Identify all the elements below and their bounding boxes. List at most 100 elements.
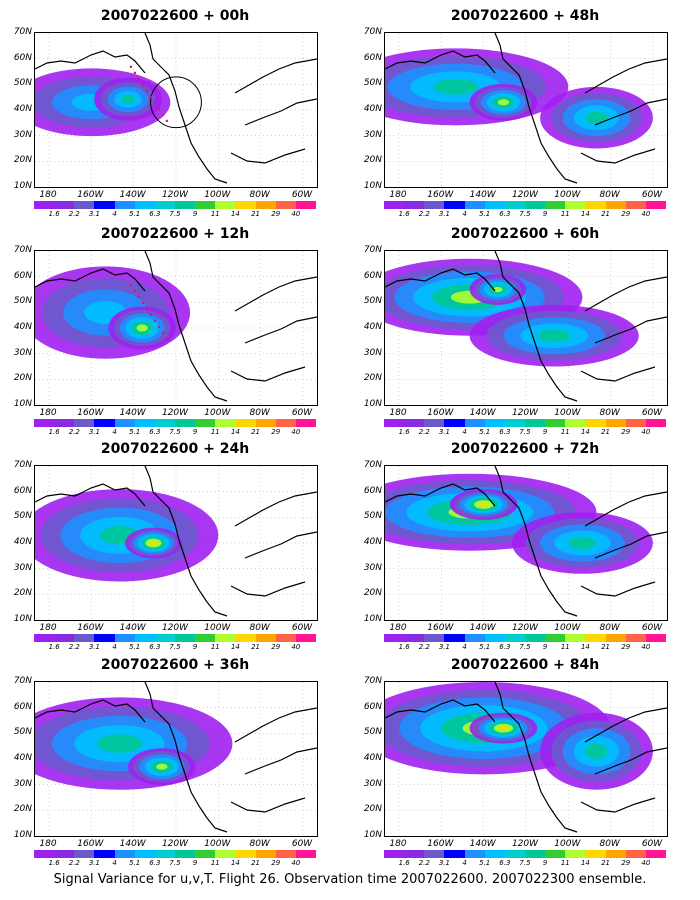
- colorbar-label: 5.1: [129, 428, 141, 436]
- colorbar-label: 21: [251, 210, 261, 218]
- lat-tick-label: 50N: [363, 727, 382, 738]
- colorbar-swatch: [545, 201, 566, 209]
- lat-tick-label: 70N: [13, 676, 32, 686]
- colorbar-swatch: [34, 850, 55, 858]
- lon-tick-label: 120W: [511, 190, 539, 200]
- colorbar-label: 6.3: [149, 859, 161, 867]
- lon-tick-label: 80W: [249, 623, 270, 633]
- lon-tick-label: 180: [39, 839, 57, 849]
- colorbar-swatch: [134, 419, 155, 427]
- colorbar-labels: 1.6 2.2 3.1 4 5.1 6.3 7.5 9 11 14 21 29 40: [34, 859, 316, 869]
- colorbar-label: 1.6: [48, 643, 60, 651]
- colorbar-label: 7.5: [519, 643, 531, 651]
- colorbar-swatch: [215, 201, 236, 209]
- colorbar-label: 40: [641, 643, 651, 651]
- colorbar-swatch: [94, 634, 115, 642]
- lon-tick-label: 160W: [77, 839, 104, 849]
- lat-tick-label: 20N: [363, 373, 382, 384]
- colorbar-label: 2.2: [68, 859, 80, 867]
- colorbar-swatch: [524, 419, 546, 427]
- colorbar-label: 9: [192, 210, 198, 218]
- colorbar-swatch: [565, 850, 586, 858]
- colorbar-swatch: [464, 850, 485, 858]
- lat-tick-label: 70N: [363, 245, 382, 255]
- lon-tick-label: 180: [389, 839, 407, 849]
- colorbar-swatch: [255, 850, 276, 858]
- colorbar-label: 6.3: [149, 643, 161, 651]
- panel-title: 2007022600 + 36h: [100, 657, 250, 673]
- colorbar-swatch: [384, 850, 405, 858]
- lat-tick-label: 30N: [363, 778, 382, 789]
- lat-tick-label: 10N: [13, 830, 32, 840]
- lon-tick-label: 140W: [469, 839, 496, 849]
- colorbar-swatch: [195, 419, 216, 427]
- lat-tick-label: 10N: [363, 830, 382, 840]
- colorbar-label: 14: [230, 210, 240, 218]
- colorbar-label: 9: [542, 428, 548, 436]
- variance-map: [384, 681, 668, 837]
- colorbar-label: 4: [462, 643, 467, 651]
- colorbar-label: 9: [192, 643, 198, 651]
- colorbar-swatch: [235, 634, 256, 642]
- colorbar-label: 5.1: [479, 643, 491, 651]
- colorbar-swatch: [444, 634, 465, 642]
- colorbar-swatch: [484, 419, 505, 427]
- lon-tick-label: 140W: [119, 408, 146, 418]
- colorbar-label: 7.5: [169, 428, 181, 436]
- lat-tick-label: 40N: [363, 753, 382, 763]
- colorbar: [34, 419, 316, 427]
- colorbar-label: 11: [560, 859, 570, 867]
- colorbar-label: 14: [580, 859, 590, 867]
- colorbar-label: 21: [251, 643, 261, 651]
- colorbar-swatch: [384, 201, 405, 209]
- panel-title: 2007022600 + 12h: [100, 226, 250, 242]
- colorbar-label: 6.3: [499, 859, 511, 867]
- lon-tick-label: 100W: [554, 408, 581, 418]
- colorbar-swatch: [625, 634, 646, 642]
- colorbar: [384, 419, 666, 427]
- colorbar-swatch: [114, 634, 135, 642]
- colorbar-swatch: [114, 850, 135, 858]
- colorbar-label: 11: [210, 210, 220, 218]
- colorbar-swatch: [34, 201, 55, 209]
- lat-tick-label: 50N: [363, 511, 382, 522]
- colorbar-swatch: [74, 850, 95, 858]
- map-panel: 2007022600 + 60h 70N 60N 50N 40N 30N 20N 10N 180…: [350, 218, 700, 436]
- colorbar-swatch: [114, 419, 135, 427]
- colorbar-swatch: [545, 419, 566, 427]
- colorbar-swatch: [565, 419, 586, 427]
- lon-tick-label: 60W: [641, 190, 663, 200]
- colorbar-swatch: [605, 850, 626, 858]
- colorbar-label: 3.1: [438, 428, 450, 436]
- colorbar-label: 2.2: [418, 428, 430, 436]
- colorbar-swatch: [134, 634, 155, 642]
- colorbar-label: 3.1: [88, 643, 100, 651]
- colorbar-labels: 1.6 2.2 3.1 4 5.1 6.3 7.5 9 11 14 21 29 40: [384, 210, 666, 220]
- map-panel: 2007022600 + 84h 70N 60N 50N 40N 30N 20N 10N 180…: [350, 649, 700, 867]
- lat-tick-label: 10N: [363, 399, 382, 409]
- colorbar-label: 14: [580, 643, 590, 651]
- colorbar-label: 14: [230, 428, 240, 436]
- lat-tick-label: 30N: [363, 562, 382, 573]
- lon-tick-label: 60W: [291, 190, 313, 200]
- colorbar-swatch: [114, 201, 135, 209]
- colorbar-swatch: [235, 201, 256, 209]
- colorbar-labels: 1.6 2.2 3.1 4 5.1 6.3 7.5 9 11 14 21 29 40: [384, 428, 666, 438]
- lat-tick-label: 60N: [13, 485, 32, 496]
- lon-tick-label: 120W: [161, 408, 189, 418]
- colorbar-label: 9: [542, 859, 548, 867]
- lat-tick-label: 60N: [363, 270, 382, 281]
- lon-tick-label: 160W: [427, 839, 454, 849]
- lon-tick-label: 60W: [291, 408, 313, 418]
- colorbar-label: 9: [542, 210, 548, 218]
- lat-tick-label: 20N: [13, 155, 32, 166]
- colorbar-swatch: [605, 419, 626, 427]
- colorbar-swatch: [524, 850, 546, 858]
- colorbar-labels: 1.6 2.2 3.1 4 5.1 6.3 7.5 9 11 14 21 29 40: [34, 428, 316, 438]
- colorbar-swatch: [384, 634, 405, 642]
- lon-tick-label: 60W: [641, 623, 663, 633]
- colorbar-label: 9: [192, 428, 198, 436]
- colorbar-label: 21: [601, 428, 611, 436]
- lat-tick-label: 40N: [13, 753, 32, 763]
- colorbar-swatch: [464, 419, 485, 427]
